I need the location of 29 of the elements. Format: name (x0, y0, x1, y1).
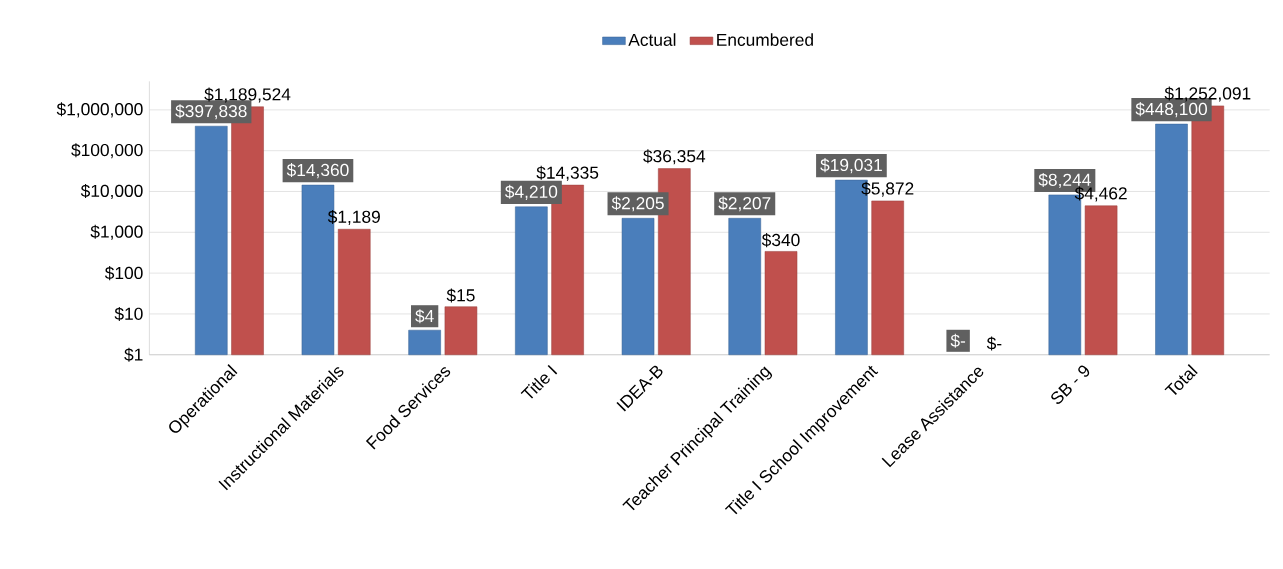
y-tick-label: $1,000 (90, 224, 143, 240)
y-tick-label: $1 (124, 347, 143, 362)
data-label: $19,031 (820, 157, 882, 173)
data-label: $2,207 (718, 196, 771, 212)
data-label: $448,100 (1135, 101, 1207, 117)
data-label: $4,462 (1074, 186, 1127, 202)
data-label: $15 (446, 288, 475, 303)
x-tick-label: SB - 9 (1051, 365, 1090, 404)
data-label: $1,252,091 (1164, 86, 1251, 102)
data-label: $397,838 (175, 103, 247, 120)
data-label: $14,360 (286, 162, 349, 178)
data-label: $14,335 (536, 165, 599, 181)
y-tick-label: $10,000 (80, 183, 143, 199)
x-tick-label: Title I (520, 364, 558, 399)
y-tick-label: $10 (114, 306, 143, 321)
legend-label: Actual (628, 33, 676, 46)
data-label: $4,210 (505, 184, 558, 200)
text: $- (950, 333, 966, 348)
data-label: $8,244 (1038, 172, 1091, 188)
y-tick-label: $1,000,000 (56, 102, 143, 118)
legend-label: Encumbered (717, 33, 813, 46)
data-label: $4 (415, 308, 434, 323)
data-label: $1,189,524 (204, 87, 291, 103)
data-label: $36,354 (643, 149, 706, 165)
y-tick-label: $100,000 (71, 142, 143, 158)
data-label: $340 (761, 232, 800, 247)
y-tick-label: $100 (104, 265, 143, 280)
data-label: $2,205 (611, 196, 664, 212)
text: $- (986, 336, 1002, 351)
